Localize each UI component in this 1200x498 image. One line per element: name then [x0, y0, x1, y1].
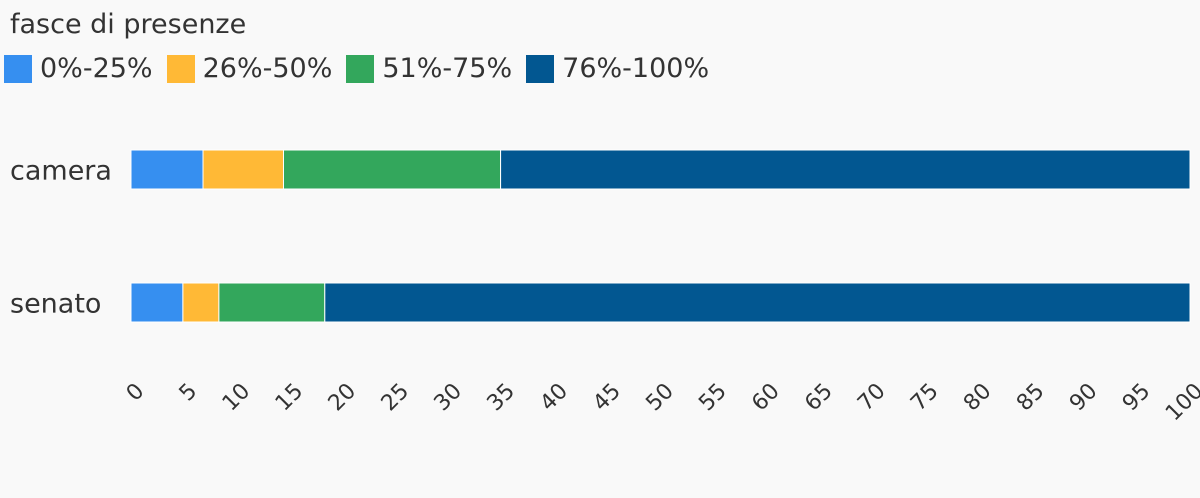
x-tick-label-3: 15 [271, 379, 308, 416]
legend-swatch [526, 55, 555, 83]
x-tick-label-19: 95 [1118, 379, 1155, 416]
category-label-camera: camera [10, 156, 112, 187]
bar-segment-camera-1 [202, 149, 284, 190]
x-tick-label-2: 10 [218, 379, 255, 416]
x-tick-label-13: 65 [800, 379, 837, 416]
x-tick-label-15: 75 [906, 379, 943, 416]
bar-segment-senato-1 [182, 282, 220, 323]
bar-segment-camera-0 [130, 149, 204, 190]
x-tick-label-17: 85 [1012, 379, 1049, 416]
x-tick-label-10: 50 [641, 379, 678, 416]
legend-item-0: 0%-25% [4, 52, 153, 86]
x-tick-label-0: 0 [122, 379, 150, 407]
legend-item-3: 76%-100% [526, 52, 709, 86]
legend-swatch [166, 55, 195, 83]
bar-segment-camera-3 [500, 149, 1191, 190]
x-tick-label-12: 60 [747, 379, 784, 416]
x-tick-label-16: 80 [959, 379, 996, 416]
x-tick-label-14: 70 [853, 379, 890, 416]
legend-label: 0%-25% [40, 53, 153, 84]
legend-swatch [4, 55, 32, 83]
x-tick-label-7: 35 [483, 379, 520, 416]
x-tick-label-9: 45 [588, 379, 625, 416]
x-tick-label-11: 55 [694, 379, 731, 416]
legend: 0%-25% 26%-50% 51%-75% 76%-100% [4, 50, 723, 88]
category-label-senato: senato [10, 289, 101, 320]
x-tick-label-4: 20 [324, 379, 361, 416]
legend-swatch [346, 55, 375, 83]
legend-item-2: 51%-75% [346, 52, 512, 86]
x-tick-label-5: 25 [377, 379, 414, 416]
legend-label: 76%-100% [562, 53, 710, 84]
bar-segment-senato-3 [324, 282, 1191, 323]
legend-item-1: 26%-50% [166, 52, 333, 86]
bar-segment-senato-2 [218, 282, 326, 323]
legend-label: 51%-75% [382, 53, 513, 84]
legend-label: 26%-50% [202, 53, 333, 84]
x-tick-label-20: 100 [1161, 379, 1200, 426]
x-tick-label-8: 40 [536, 379, 573, 416]
bar-segment-camera-2 [282, 149, 502, 190]
bar-segment-senato-0 [130, 282, 184, 323]
x-tick-label-18: 90 [1065, 379, 1102, 416]
legend-title: fasce di presenze [10, 9, 247, 40]
x-tick-label-6: 30 [430, 379, 467, 416]
x-tick-label-1: 5 [175, 379, 203, 407]
